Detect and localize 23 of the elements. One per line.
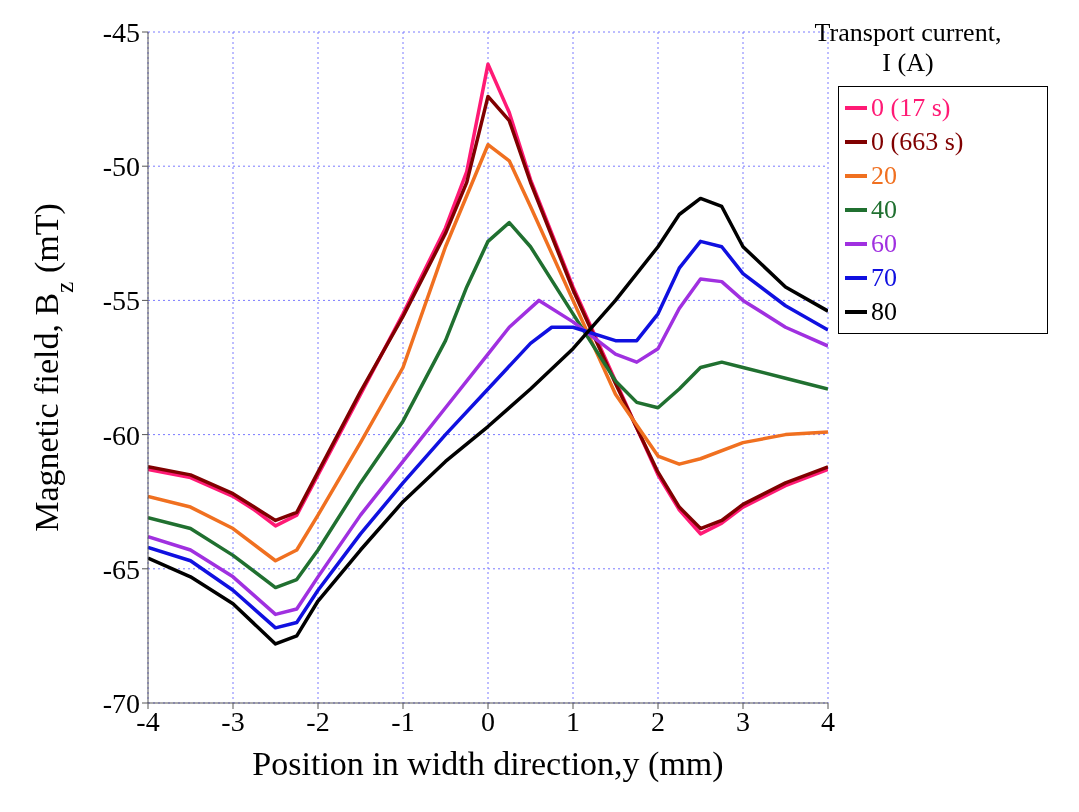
y-tick-label: -55 [102,285,140,317]
legend-label: 40 [871,195,897,225]
legend-label: 80 [871,297,897,327]
x-tick-label: -1 [391,705,415,737]
legend-label: 20 [871,161,897,191]
x-tick-label: 3 [736,705,750,737]
x-tick-label: 0 [481,705,495,737]
x-tick-label: 2 [651,705,665,737]
x-tick-label: 4 [821,705,835,737]
legend-label: 70 [871,263,897,293]
y-tick-label: -60 [102,419,140,451]
y-tick-label: -65 [102,553,140,585]
x-tick-label: -3 [221,705,245,737]
x-tick-label: 1 [566,705,580,737]
x-tick-label: -2 [306,705,330,737]
x-axis-title: Position in width direction,y (mm) [252,745,724,783]
legend-label: 0 (663 s) [871,127,964,157]
line-series [148,142,828,563]
legend-label: 0 (17 s) [871,93,951,123]
legend-title: Transport current, I (A) [813,18,1003,78]
legend-label: 60 [871,229,897,259]
y-tick-label: -45 [102,16,140,48]
y-tick-label: -50 [102,151,140,183]
